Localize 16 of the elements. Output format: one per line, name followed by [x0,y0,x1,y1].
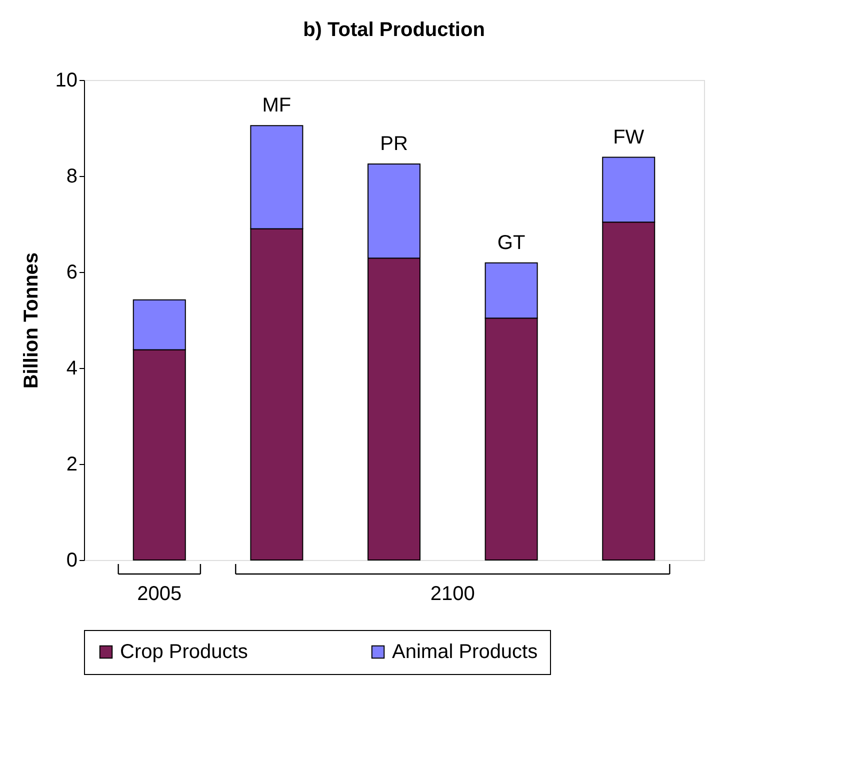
y-axis-title: Billion Tonnes [20,252,42,389]
y-tick-label: 6 [66,262,78,284]
y-tick-label: 8 [66,166,78,188]
x-tick-label: MF [262,94,292,117]
y-tick-label: 2 [66,454,78,476]
legend-label: Crop Products [120,641,248,663]
text: 2100 [430,583,475,605]
x-tick-label: PR [380,133,408,155]
x-tick-label: GT [497,232,526,254]
legend-label: Animal Products [392,641,538,663]
x-tick-label: FW [613,126,644,148]
y-tick-label: 0 [66,550,78,572]
y-tick-label: 10 [55,70,78,92]
text: 2005 [137,583,182,605]
chart-title: b) Total Production [303,19,485,41]
y-tick-label: 4 [66,358,78,380]
